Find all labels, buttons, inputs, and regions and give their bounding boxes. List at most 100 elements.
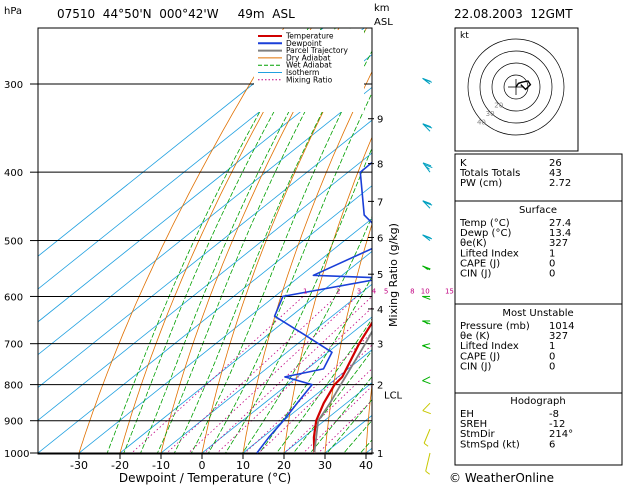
wind-barb-feather: [423, 266, 429, 271]
wet-adiabat-line: [139, 28, 336, 454]
wind-barb-staff: [422, 402, 431, 412]
skewt-axes: 300 400 500 600 700 800 900 1000 -30 -20 -10 0 10 20 3…: [4, 80, 403, 472]
mixing-ratio-axis-title: Mixing Ratio (g/kg): [387, 223, 400, 327]
wind-barb-feather: [422, 295, 431, 300]
wind-barb-feather: [422, 380, 431, 385]
wind-barb: [423, 428, 431, 447]
wet-adiabat-line: [106, 28, 309, 454]
index-value: 27.4: [549, 218, 571, 229]
wind-barb-feather: [422, 123, 431, 128]
index-label: Totals Totals: [459, 168, 520, 179]
dry-adiabat-line: [160, 28, 340, 454]
hodograph-trace: [515, 80, 532, 91]
index-label: K: [460, 158, 467, 169]
hodograph-ring-label: 40: [477, 119, 486, 127]
wind-barb: [422, 402, 431, 415]
index-value: 327: [549, 331, 568, 342]
wind-barb-staff: [422, 200, 431, 209]
index-value: 0: [549, 269, 555, 280]
wind-barb: [422, 123, 433, 132]
wind-barb: [422, 343, 431, 350]
index-label: CIN (J): [460, 361, 491, 372]
isotherm-line: [77, 218, 372, 454]
mixing-ratio-label: 2: [336, 287, 340, 295]
wind-barb-staff: [422, 343, 431, 347]
dewpoint-line: [256, 161, 372, 454]
wet-adiabat-line: [122, 28, 323, 454]
wind-barb: [422, 162, 433, 173]
index-label: Dewp (°C): [460, 228, 511, 239]
dry-adiabat-line: [201, 28, 368, 454]
hodograph-ring: [491, 62, 541, 112]
wet-adiabat-line: [224, 147, 372, 454]
wind-barb-feather: [422, 200, 431, 205]
isotherm-line: [200, 316, 372, 454]
isotherm-line: [38, 185, 372, 454]
index-value: 0: [549, 351, 555, 362]
height-tick-label: 3: [377, 340, 383, 351]
wind-barb-feather: [423, 442, 429, 447]
hodograph-ring-label: 30: [486, 110, 495, 118]
index-value: 214°: [549, 429, 573, 440]
index-label: Temp (°C): [459, 218, 510, 229]
temperature-tick-label: 10: [236, 459, 250, 472]
mixing-ratio-line: [257, 344, 372, 454]
wind-barb: [425, 452, 431, 475]
wet-adiabat-line: [190, 50, 372, 454]
hodograph-frame: [454, 27, 579, 152]
section-title: Hodograph: [510, 396, 565, 407]
wind-barb-feather: [423, 201, 433, 206]
index-label: StmDir: [460, 429, 495, 440]
lcl-label: LCL: [384, 391, 403, 402]
wind-barb-feather: [423, 344, 429, 349]
height-tick-label: 8: [377, 160, 383, 171]
wind-barb-feather: [422, 162, 432, 167]
x-axis-title: Dewpoint / Temperature (°C): [119, 471, 291, 485]
height-tick-label: 5: [377, 270, 383, 281]
pressure-tick-label: 500: [4, 237, 23, 248]
dry-adiabat-line: [242, 70, 372, 454]
wet-adiabat-line: [207, 92, 372, 454]
wind-barb-feather: [424, 79, 430, 84]
legend-label: Mixing Ratio: [286, 75, 333, 84]
isotherm-line: [38, 28, 324, 257]
dry-adiabat-line: [324, 223, 372, 454]
asl-axis-label: ASL: [374, 17, 393, 28]
index-label: θe (K): [460, 331, 490, 342]
pressure-tick-label: 400: [4, 168, 23, 179]
wind-barb: [422, 234, 433, 241]
mixing-ratio-line: [301, 385, 372, 454]
skewt-series: [256, 161, 372, 454]
index-value: 43: [549, 168, 562, 179]
wind-barb-feather: [423, 124, 433, 129]
mixing-ratio-line: [215, 307, 372, 454]
legend-label: Wet Adiabat: [286, 61, 332, 70]
isotherm-line: [38, 119, 372, 388]
hodograph-unit-label: kt: [460, 31, 469, 41]
legend-label: Dewpoint: [286, 39, 322, 48]
parcel-trajectory-line: [313, 329, 372, 454]
mixing-ratio-label: 15: [445, 287, 454, 295]
wet-adiabat-line: [275, 318, 372, 454]
mixing-ratio-line: [243, 332, 372, 454]
index-label: Lifted Index: [460, 341, 519, 352]
wind-barb-feather: [423, 320, 428, 325]
hodograph-ring-label: 20: [494, 101, 503, 109]
wind-barb: [422, 265, 431, 271]
temperature-tick-label: 40: [359, 459, 373, 472]
index-label: CAPE (J): [460, 351, 500, 362]
mixing-ratio-line: [282, 368, 372, 454]
wind-barb: [422, 320, 431, 325]
temperature-tick-label: -30: [70, 459, 88, 472]
pressure-tick-label: 800: [4, 381, 23, 392]
height-tick-label: 1: [377, 449, 383, 460]
hodograph-ring: [467, 38, 565, 136]
wind-barb-feather: [425, 165, 430, 170]
mixing-ratio-label: 8: [410, 287, 414, 295]
wind-barb-feather: [425, 470, 430, 475]
legend-label: Dry Adiabat: [286, 53, 330, 62]
wind-barbs: [422, 77, 433, 475]
isotherm-line: [241, 349, 372, 454]
